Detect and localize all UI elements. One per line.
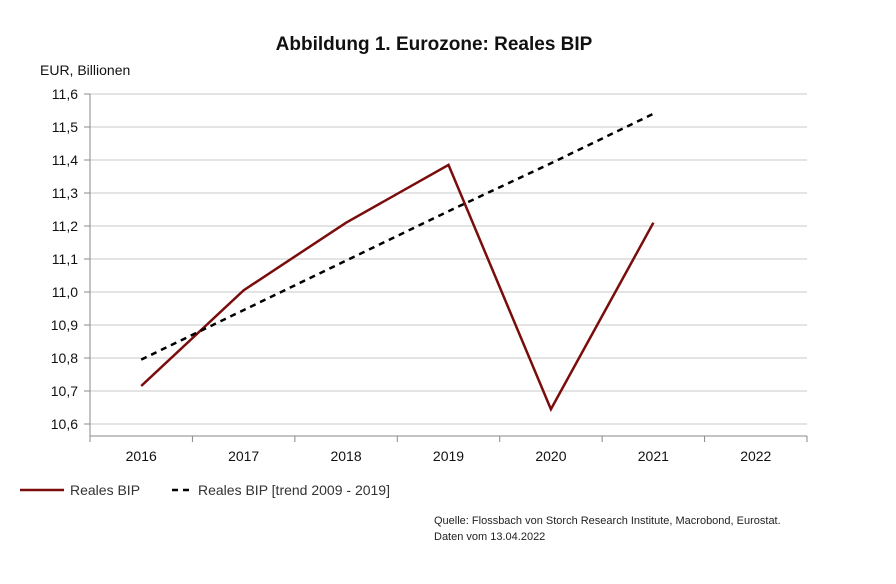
source-date: Daten vom 13.04.2022	[434, 531, 545, 543]
legend-label: Reales BIP [trend 2009 - 2019]	[198, 482, 390, 498]
x-tick-label: 2021	[638, 448, 669, 464]
legend-label: Reales BIP	[70, 482, 140, 498]
gridlines	[90, 93, 807, 425]
y-tick-label: 10,9	[51, 317, 78, 333]
series-line-reales-bip	[140, 163, 655, 413]
x-tick-label: 2016	[126, 448, 157, 464]
series-lines	[140, 112, 655, 413]
y-tick-label: 11,2	[52, 218, 78, 234]
y-tick-label: 11,3	[52, 185, 78, 201]
x-tick-label: 2019	[433, 448, 464, 464]
x-tick-label: 2018	[330, 448, 361, 464]
y-tick-label: 11,6	[52, 86, 78, 102]
x-tick-label: 2020	[535, 448, 566, 464]
y-tick-label: 10,6	[51, 416, 78, 432]
y-tick-label: 11,1	[52, 251, 78, 267]
y-tick-label: 11,0	[52, 284, 78, 300]
series-line-trend	[140, 112, 654, 361]
x-tick-label: 2017	[228, 448, 259, 464]
chart-title: Abbildung 1. Eurozone: Reales BIP	[276, 34, 593, 55]
y-tick-label: 10,7	[51, 383, 78, 399]
source-note: Quelle: Flossbach von Storch Research In…	[434, 515, 781, 527]
axes: 10,6 10,7 10,8 10,9 11,0 11,1 11,2 11,3 11,4 11,5…	[51, 86, 808, 464]
y-tick-label: 11,5	[52, 119, 78, 135]
x-tick-label: 2022	[740, 448, 771, 464]
y-tick-label: 11,4	[52, 152, 78, 168]
y-tick-label: 10,8	[51, 350, 78, 366]
y-axis-label: EUR, Billionen	[40, 62, 130, 78]
legend: Reales BIP Reales BIP [trend 2009 - 2019]	[20, 482, 390, 498]
